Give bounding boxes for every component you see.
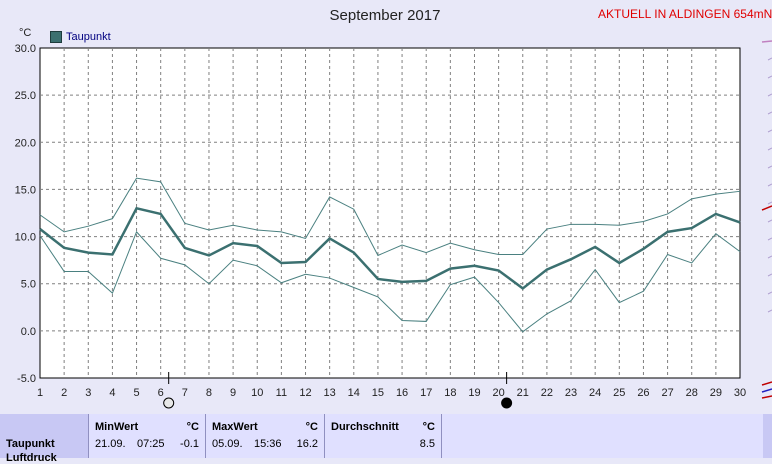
max-unit: °C xyxy=(305,421,318,433)
legend: Taupunkt xyxy=(50,31,111,43)
grid xyxy=(40,48,740,378)
x-tick-label: 24 xyxy=(589,387,601,399)
x-tick-label: 14 xyxy=(348,387,360,399)
y-tick-label: -5.0 xyxy=(17,373,36,385)
x-tick-label: 11 xyxy=(276,387,287,399)
legend-label: Taupunkt xyxy=(66,31,111,43)
y-tick-label: 20.0 xyxy=(15,137,36,149)
x-tick-label: 17 xyxy=(420,387,432,399)
x-tick-label: 10 xyxy=(251,387,263,399)
series-line-taupunkt xyxy=(39,206,741,290)
min-cell: MinWert °C 21.09. 07:25 -0.1 xyxy=(88,414,205,458)
x-tick-label: 2 xyxy=(61,387,67,399)
x-tick-label: 4 xyxy=(109,387,115,399)
right-edge-decor xyxy=(761,40,772,399)
edge-stroke xyxy=(767,93,772,97)
max-cell: MaxWert °C 05.09. 15:36 16.2 xyxy=(205,414,324,458)
y-tick-label: 10.0 xyxy=(15,232,36,244)
series-line-max xyxy=(39,177,741,257)
x-tick-label: 1 xyxy=(37,387,43,399)
edge-stroke xyxy=(767,291,772,295)
empty-cell xyxy=(441,414,763,458)
x-tick-label: 20 xyxy=(492,387,504,399)
edge-stroke xyxy=(767,129,772,133)
x-tick-label: 5 xyxy=(133,387,139,399)
chart-title: September 2017 xyxy=(329,7,441,24)
max-time: 15:36 xyxy=(254,438,282,450)
new-moon-icon xyxy=(501,397,513,409)
x-axis: 1 2 3 4 5 6 7 8 9 10 11 12 13 14 15 16 17 18 19 20 21 22 23 24 2… xyxy=(37,387,746,399)
edge-stroke xyxy=(767,309,772,313)
min-value: -0.1 xyxy=(180,438,199,450)
aktuell-link[interactable]: AKTUELL IN ALDINGEN 654mNN xyxy=(598,7,772,21)
y-tick-label: 25.0 xyxy=(15,90,36,102)
x-tick-label: 26 xyxy=(637,387,649,399)
avg-cell: Durchschnitt °C 8.5 xyxy=(324,414,441,458)
x-tick-label: 22 xyxy=(541,387,553,399)
y-tick-label: 0.0 xyxy=(21,326,36,338)
x-tick-label: 28 xyxy=(686,387,698,399)
edge-stroke xyxy=(767,201,772,205)
series-lines xyxy=(39,177,741,333)
avg-value: 8.5 xyxy=(419,438,435,450)
y-unit-label: °C xyxy=(19,27,32,39)
day-markers xyxy=(163,372,513,409)
edge-stroke xyxy=(767,111,772,115)
edge-stroke xyxy=(761,381,772,386)
edge-stroke xyxy=(767,165,772,169)
min-unit: °C xyxy=(186,421,199,433)
edge-stroke xyxy=(761,40,772,43)
y-tick-label: 5.0 xyxy=(21,279,36,291)
x-tick-label: 23 xyxy=(565,387,577,399)
edge-stroke xyxy=(761,388,772,393)
x-tick-label: 30 xyxy=(734,387,746,399)
edge-stroke xyxy=(767,273,772,277)
edge-stroke xyxy=(767,147,772,151)
min-date: 21.09. xyxy=(95,438,126,450)
x-tick-label: 25 xyxy=(613,387,625,399)
edge-stroke xyxy=(767,57,772,61)
row-label: Taupunkt xyxy=(6,438,55,450)
x-tick-label: 15 xyxy=(372,387,384,399)
x-tick-label: 6 xyxy=(158,387,164,399)
x-tick-label: 29 xyxy=(710,387,722,399)
x-tick-label: 19 xyxy=(468,387,480,399)
x-tick-label: 13 xyxy=(324,387,336,399)
legend-swatch xyxy=(50,31,62,43)
row-label-2: Luftdruck xyxy=(6,452,57,464)
x-tick-label: 12 xyxy=(299,387,311,399)
min-time: 07:25 xyxy=(137,438,165,450)
min-header: MinWert xyxy=(95,421,139,433)
max-date: 05.09. xyxy=(212,438,243,450)
edge-stroke xyxy=(761,205,772,211)
edge-stroke xyxy=(767,237,772,241)
edge-stroke xyxy=(767,219,772,223)
full-moon-icon xyxy=(163,397,175,409)
x-tick-label: 27 xyxy=(661,387,673,399)
edge-stroke xyxy=(767,255,772,259)
edge-stroke xyxy=(767,75,772,79)
x-tick-label: 7 xyxy=(182,387,188,399)
x-tick-label: 8 xyxy=(206,387,212,399)
series-line-min xyxy=(39,230,741,333)
x-tick-label: 18 xyxy=(444,387,456,399)
y-axis: 30.0 25.0 20.0 15.0 10.0 5.0 0.0 -5.0 xyxy=(15,43,36,385)
x-tick-label: 16 xyxy=(396,387,408,399)
plot-background xyxy=(39,47,741,379)
x-tick-label: 3 xyxy=(85,387,91,399)
avg-unit: °C xyxy=(422,421,435,433)
x-tick-label: 21 xyxy=(517,387,529,399)
y-tick-label: 30.0 xyxy=(15,43,36,55)
avg-header: Durchschnitt xyxy=(331,421,399,433)
max-value: 16.2 xyxy=(296,438,318,450)
y-tick-label: 15.0 xyxy=(15,184,36,196)
max-header: MaxWert xyxy=(212,421,258,433)
edge-stroke xyxy=(761,395,772,399)
x-tick-label: 9 xyxy=(230,387,236,399)
edge-stroke xyxy=(767,183,772,187)
